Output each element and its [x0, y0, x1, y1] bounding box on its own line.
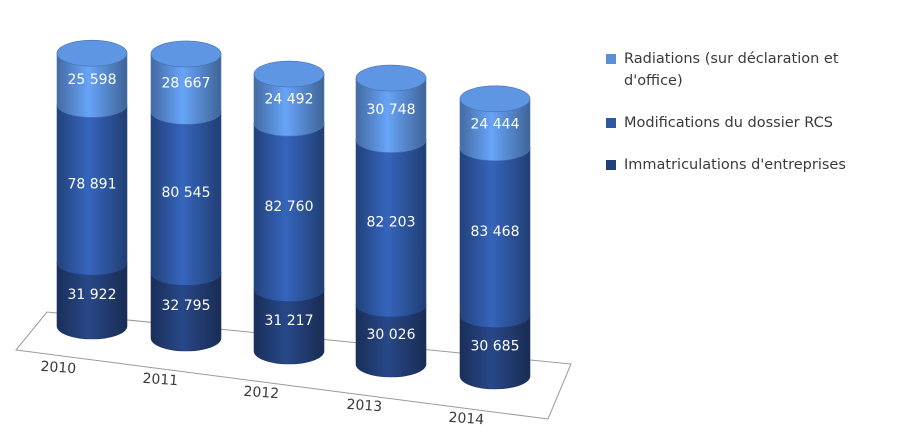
legend-item-radiations: Radiations (sur déclaration et d'office): [606, 48, 896, 92]
data-label-radiations-2013: 30 748: [367, 102, 416, 118]
legend-swatch-radiations: [606, 54, 616, 64]
data-label-radiations-2011: 28 667: [162, 76, 211, 92]
bar-immatriculations-2012: [253, 288, 325, 365]
cylinder-top-2011: [150, 40, 222, 68]
x-tick-label-2013: 2013: [346, 397, 383, 415]
cylinder-2013: 30 026 82 203 30 748: [355, 64, 427, 378]
x-axis-labels: 2010 2011 2012 2013 2014: [40, 359, 485, 427]
x-tick-label-2012: 2012: [243, 384, 280, 402]
cylinder-top-2013: [355, 64, 427, 92]
data-label-modifications-2011: 80 545: [162, 185, 211, 201]
bar-modifications-2010: [56, 104, 128, 276]
x-tick-label-2010: 2010: [40, 359, 77, 377]
data-label-radiations-2014: 24 444: [471, 116, 520, 132]
x-tick-label-2014: 2014: [448, 410, 485, 427]
cylinder-2010: 31 922 78 891 25 598: [56, 39, 128, 340]
cylinder-group: 31 922 78 891 25 598 32 795 80 545 28 667 31 2…: [56, 39, 531, 390]
data-label-immatriculations-2014: 30 685: [471, 338, 520, 354]
bar-radiations-2012: [253, 73, 325, 137]
cylinder-2014: 30 685 83 468 24 444: [459, 85, 531, 390]
legend-swatch-modifications: [606, 118, 616, 128]
x-tick-label-2011: 2011: [142, 371, 179, 389]
legend-item-modifications: Modifications du dossier RCS: [606, 112, 896, 134]
cylinder-2011: 32 795 80 545 28 667: [150, 40, 222, 352]
data-label-immatriculations-2010: 31 922: [68, 287, 117, 303]
bar-immatriculations-2013: [355, 303, 427, 378]
bar-immatriculations-2011: [150, 272, 222, 352]
data-label-modifications-2013: 82 203: [367, 215, 416, 231]
bar-immatriculations-2010: [56, 261, 128, 340]
bar-modifications-2012: [253, 122, 325, 302]
data-label-immatriculations-2013: 30 026: [367, 327, 416, 343]
data-label-modifications-2012: 82 760: [265, 199, 314, 215]
data-label-modifications-2014: 83 468: [471, 224, 520, 240]
legend-label-radiations-line2: d'office): [624, 73, 683, 89]
legend-label-immatriculations: Immatriculations d'entreprises: [624, 157, 846, 173]
bar-radiations-2011: [150, 53, 222, 125]
cylinder-top-2014: [459, 85, 531, 113]
data-label-modifications-2010: 78 891: [68, 176, 117, 192]
bar-immatriculations-2014: [459, 314, 531, 390]
legend-label-radiations-line1: Radiations (sur déclaration et: [624, 51, 839, 67]
bar-radiations-2013: [355, 77, 427, 153]
stacked-cylinder-chart: 31 922 78 891 25 598 32 795 80 545 28 667 31 2…: [15, 39, 572, 427]
legend-label-modifications: Modifications du dossier RCS: [624, 115, 833, 131]
legend-swatch-immatriculations: [606, 160, 616, 170]
bar-modifications-2011: [150, 111, 222, 286]
bar-radiations-2014: [459, 98, 531, 161]
bar-radiations-2010: [56, 52, 128, 118]
bar-modifications-2013: [355, 139, 427, 318]
data-label-radiations-2010: 25 598: [68, 72, 117, 88]
legend: Radiations (sur déclaration et d'office)…: [606, 48, 896, 196]
cylinder-2012: 31 217 82 760 24 492: [253, 60, 325, 365]
cylinder-top-2012: [253, 60, 325, 88]
data-label-immatriculations-2011: 32 795: [162, 298, 211, 314]
legend-item-immatriculations: Immatriculations d'entreprises: [606, 154, 896, 176]
data-label-immatriculations-2012: 31 217: [265, 313, 314, 329]
bar-modifications-2014: [459, 147, 531, 328]
data-label-radiations-2012: 24 492: [265, 92, 314, 108]
cylinder-top-2010: [56, 39, 128, 67]
